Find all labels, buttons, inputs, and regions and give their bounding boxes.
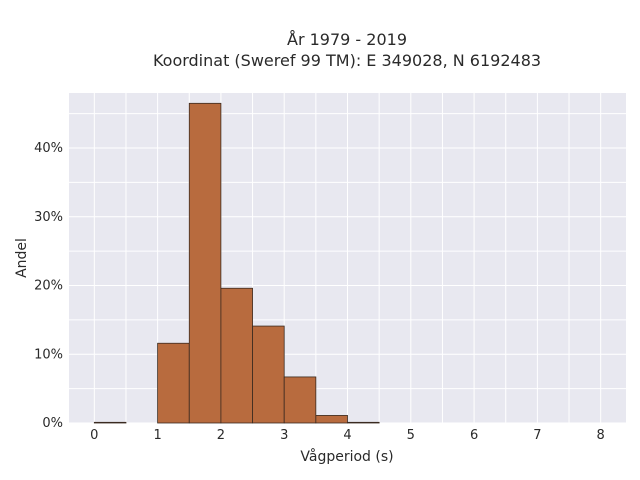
x-tick-label: 3 xyxy=(280,428,288,443)
x-tick-label: 7 xyxy=(533,428,541,443)
histogram-bar xyxy=(220,287,253,424)
x-tick-label: 4 xyxy=(343,428,351,443)
grid-lines xyxy=(69,93,626,424)
y-tick-label: 20% xyxy=(34,279,63,294)
y-axis-title: Andel xyxy=(14,238,30,278)
x-tick-label: 0 xyxy=(90,428,98,443)
histogram-bar xyxy=(347,421,380,424)
histogram-bar xyxy=(188,102,222,424)
x-tick-label: 5 xyxy=(407,428,415,443)
histogram-bar xyxy=(157,342,190,424)
bars-group xyxy=(93,102,380,424)
y-tick-label: 10% xyxy=(34,347,63,362)
x-tick-label: 2 xyxy=(217,428,225,443)
histogram-bar xyxy=(252,325,285,424)
x-tick-label: 6 xyxy=(470,428,478,443)
x-axis-ticks: 0 1 2 3 4 5 6 7 8 xyxy=(90,428,605,443)
histogram-bar xyxy=(315,415,348,424)
x-tick-label: 1 xyxy=(153,428,161,443)
chart-title-line-1: År 1979 - 2019 xyxy=(287,30,407,49)
y-tick-label: 0% xyxy=(42,416,63,431)
x-axis-title: Vågperiod (s) xyxy=(300,448,393,465)
y-axis-ticks: 0% 10% 20% 30% 40% xyxy=(34,141,63,431)
histogram-bar xyxy=(283,376,317,424)
histogram-bar xyxy=(93,421,127,424)
y-tick-label: 30% xyxy=(34,210,63,225)
y-tick-label: 40% xyxy=(34,141,63,156)
x-tick-label: 8 xyxy=(597,428,605,443)
chart-title-line-2: Koordinat (Sweref 99 TM): E 349028, N 61… xyxy=(153,51,541,70)
